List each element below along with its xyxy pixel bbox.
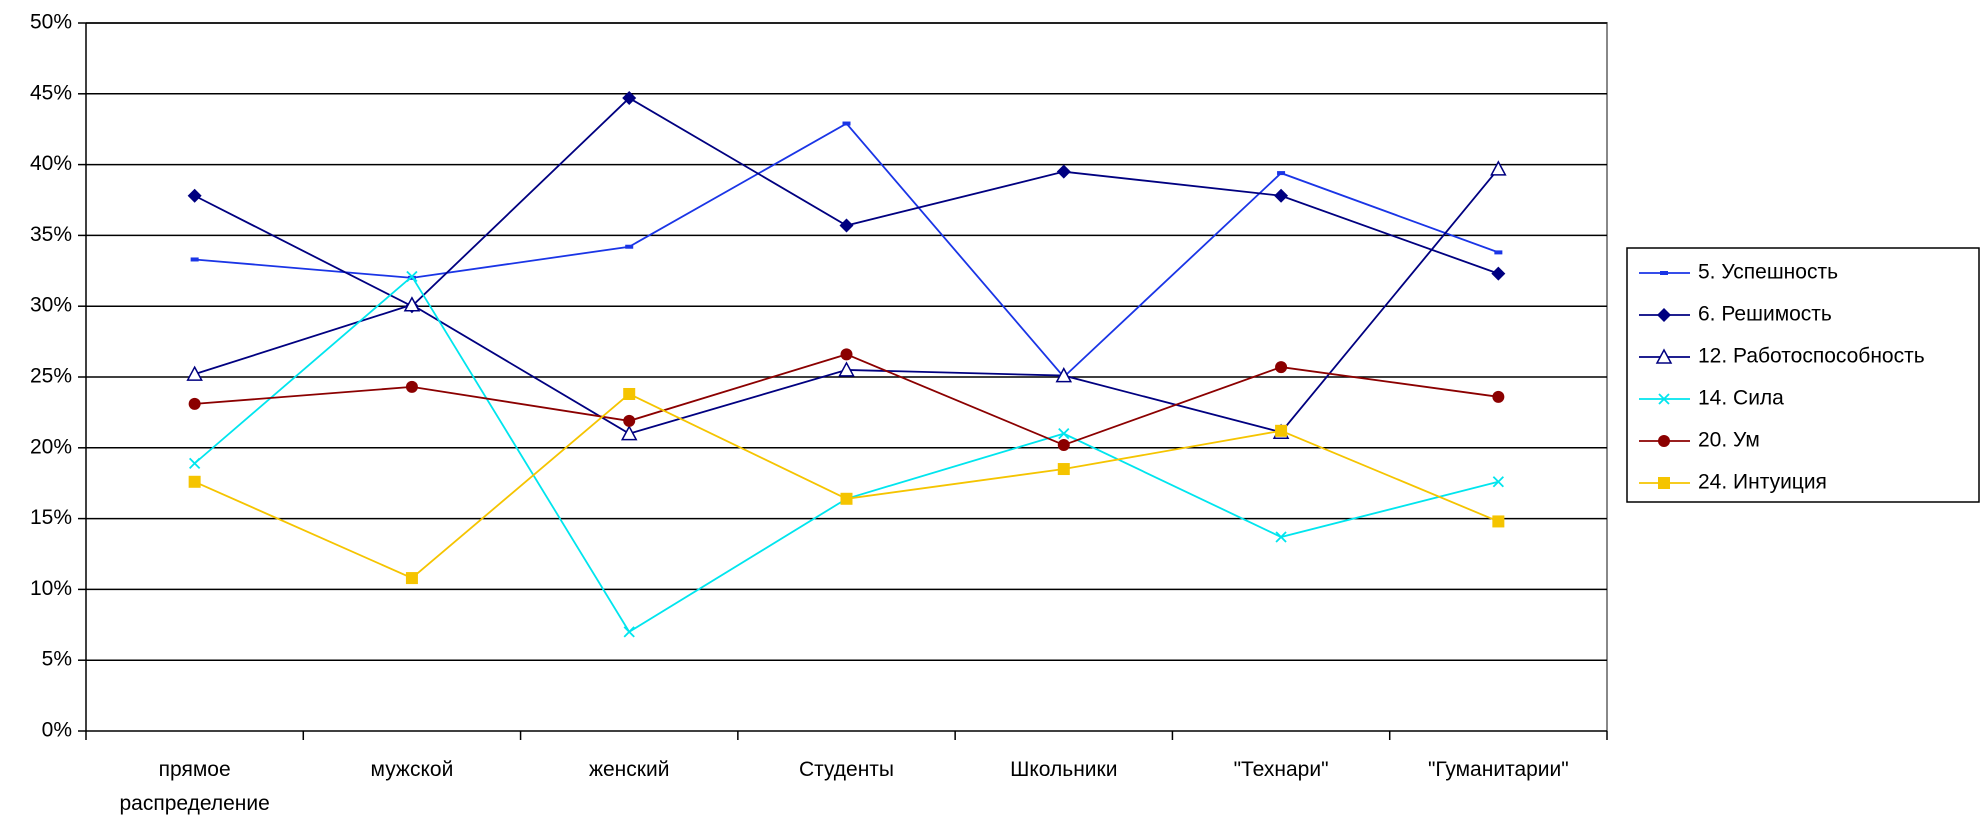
- marker: [1490, 160, 1507, 176]
- series-line: [194, 168, 1500, 435]
- y-tick-label: 25%: [30, 365, 72, 388]
- x-tick-label: Школьники: [1010, 758, 1118, 781]
- series-line: [194, 392, 1499, 580]
- marker: [1657, 308, 1671, 322]
- marker: [1492, 515, 1505, 528]
- legend-label: 20. Ум: [1698, 429, 1760, 452]
- marker: [1057, 463, 1070, 476]
- marker: [1492, 390, 1505, 403]
- marker: [623, 414, 636, 427]
- y-tick-label: 40%: [30, 152, 72, 175]
- legend-label: 12. Работоспособность: [1698, 345, 1925, 368]
- marker: [623, 626, 635, 638]
- y-tick-label: 35%: [30, 223, 72, 246]
- marker: [186, 365, 203, 381]
- marker: [1277, 171, 1286, 176]
- marker: [1660, 271, 1668, 275]
- legend-label: 24. Интуиция: [1698, 471, 1827, 494]
- x-tick-label: "Технари": [1233, 758, 1329, 781]
- marker: [1658, 435, 1670, 447]
- y-tick-label: 30%: [30, 294, 72, 317]
- marker: [1658, 477, 1670, 489]
- y-tick-label: 45%: [30, 81, 72, 104]
- y-tick-label: 20%: [30, 435, 72, 458]
- y-tick-label: 5%: [42, 648, 72, 671]
- legend-label: 14. Сила: [1698, 387, 1784, 410]
- marker: [405, 380, 418, 393]
- marker: [1056, 164, 1071, 179]
- series-line: [194, 275, 1499, 634]
- legend-label: 6. Решимость: [1698, 303, 1832, 326]
- marker: [1658, 393, 1670, 405]
- marker: [187, 188, 202, 203]
- marker: [1492, 476, 1504, 488]
- marker: [620, 425, 638, 441]
- marker: [405, 572, 418, 585]
- marker: [403, 296, 421, 312]
- x-tick-label: "Гуманитарии": [1427, 758, 1569, 781]
- legend-label: 5. Успешность: [1698, 261, 1838, 284]
- legend-box: [1626, 247, 1980, 503]
- marker: [622, 91, 637, 106]
- marker: [839, 218, 854, 233]
- marker: [1057, 438, 1070, 451]
- marker: [1655, 348, 1673, 364]
- marker: [406, 270, 418, 283]
- marker: [188, 397, 201, 410]
- marker: [190, 257, 199, 262]
- y-tick-label: 0%: [42, 719, 72, 742]
- marker: [840, 348, 853, 361]
- marker: [1274, 188, 1289, 203]
- x-tick-label: мужской: [370, 758, 454, 781]
- marker: [1494, 250, 1503, 255]
- marker: [623, 387, 636, 400]
- marker: [1058, 428, 1070, 440]
- x-tick-label: Студенты: [798, 758, 895, 781]
- marker: [842, 121, 851, 126]
- series-line: [194, 96, 1499, 308]
- marker: [838, 361, 855, 377]
- marker: [1275, 424, 1288, 437]
- marker: [1275, 361, 1288, 374]
- x-tick-label: прямое распределение: [119, 758, 270, 815]
- marker: [840, 492, 853, 505]
- marker: [625, 244, 634, 249]
- x-tick-label: женский: [588, 758, 670, 781]
- marker: [188, 475, 201, 488]
- marker: [1491, 266, 1506, 281]
- marker: [1275, 531, 1287, 543]
- marker: [1055, 367, 1073, 383]
- y-tick-label: 50%: [30, 11, 72, 34]
- y-tick-label: 15%: [30, 506, 72, 529]
- y-tick-label: 10%: [30, 577, 72, 600]
- series-line: [194, 122, 1499, 379]
- marker: [189, 457, 201, 470]
